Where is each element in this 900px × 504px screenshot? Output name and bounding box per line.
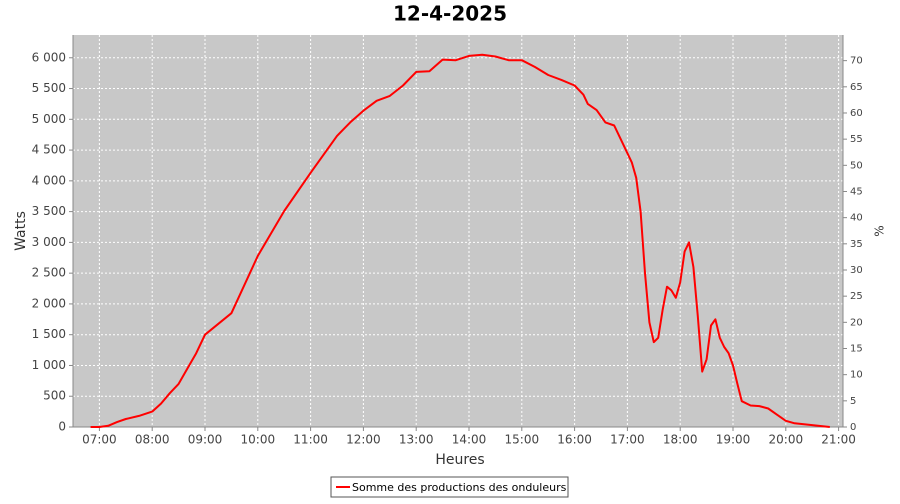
y-tick-label: 1 000 <box>32 358 66 372</box>
y2-tick-label: 40 <box>850 213 863 224</box>
series-line <box>90 53 830 428</box>
y2-tick-label: 50 <box>850 160 863 171</box>
y2-tick-label: 10 <box>850 370 863 381</box>
x-tick-label: 11:00 <box>293 433 328 447</box>
y2-tick-label: 70 <box>850 56 863 67</box>
y2-tick-label: 60 <box>850 108 863 119</box>
y-tick-label: 0 <box>58 420 66 434</box>
y2-axis-label: % <box>873 225 887 236</box>
y-tick-label: 4 000 <box>32 173 66 187</box>
legend-box <box>330 476 569 498</box>
y-axis-label: Watts <box>13 211 29 251</box>
x-tick-label: 12:00 <box>346 433 381 447</box>
x-tick-label: 20:00 <box>769 433 804 447</box>
y-tick-label: 3 500 <box>32 204 66 218</box>
x-tick-label: 07:00 <box>82 433 117 447</box>
x-tick-label: 10:00 <box>241 433 276 447</box>
x-tick-label: 08:00 <box>135 433 170 447</box>
x-axis-label: Heures <box>435 452 484 468</box>
y2-tick-label: 65 <box>850 82 863 93</box>
y-tick-label: 1 500 <box>32 327 66 341</box>
y2-tick-label: 5 <box>850 396 856 407</box>
x-tick-label: 21:00 <box>821 433 856 447</box>
y-tick-label: 500 <box>43 389 66 403</box>
y-tick-label: 2 000 <box>32 296 66 310</box>
y-tick-label: 4 500 <box>32 143 66 157</box>
y2-tick-label: 35 <box>850 239 863 250</box>
y2-tick-label: 30 <box>850 265 863 276</box>
y-tick-label: 3 000 <box>32 235 66 249</box>
chart-title: 12-4-2025 <box>393 2 507 26</box>
x-tick-label: 13:00 <box>399 433 434 447</box>
legend-label: Somme des productions des onduleurs <box>352 481 567 494</box>
y2-tick-label: 20 <box>850 317 863 328</box>
y2-tick-label: 55 <box>850 134 863 145</box>
y2-tick-label: 0 <box>850 422 856 433</box>
y2-tick-label: 45 <box>850 186 863 197</box>
x-tick-label: 16:00 <box>557 433 592 447</box>
x-tick-label: 14:00 <box>452 433 487 447</box>
x-tick-label: 19:00 <box>716 433 751 447</box>
x-tick-label: 15:00 <box>505 433 540 447</box>
x-tick-label: 17:00 <box>610 433 645 447</box>
x-tick-label: 09:00 <box>188 433 223 447</box>
y2-tick-label: 25 <box>850 291 863 302</box>
plot-background <box>73 35 843 427</box>
y-tick-label: 5 500 <box>32 81 66 95</box>
y2-tick-label: 15 <box>850 343 863 354</box>
y-tick-label: 5 000 <box>32 112 66 126</box>
y-tick-label: 6 000 <box>32 50 66 64</box>
x-tick-label: 18:00 <box>663 433 698 447</box>
y-tick-label: 2 500 <box>32 266 66 280</box>
